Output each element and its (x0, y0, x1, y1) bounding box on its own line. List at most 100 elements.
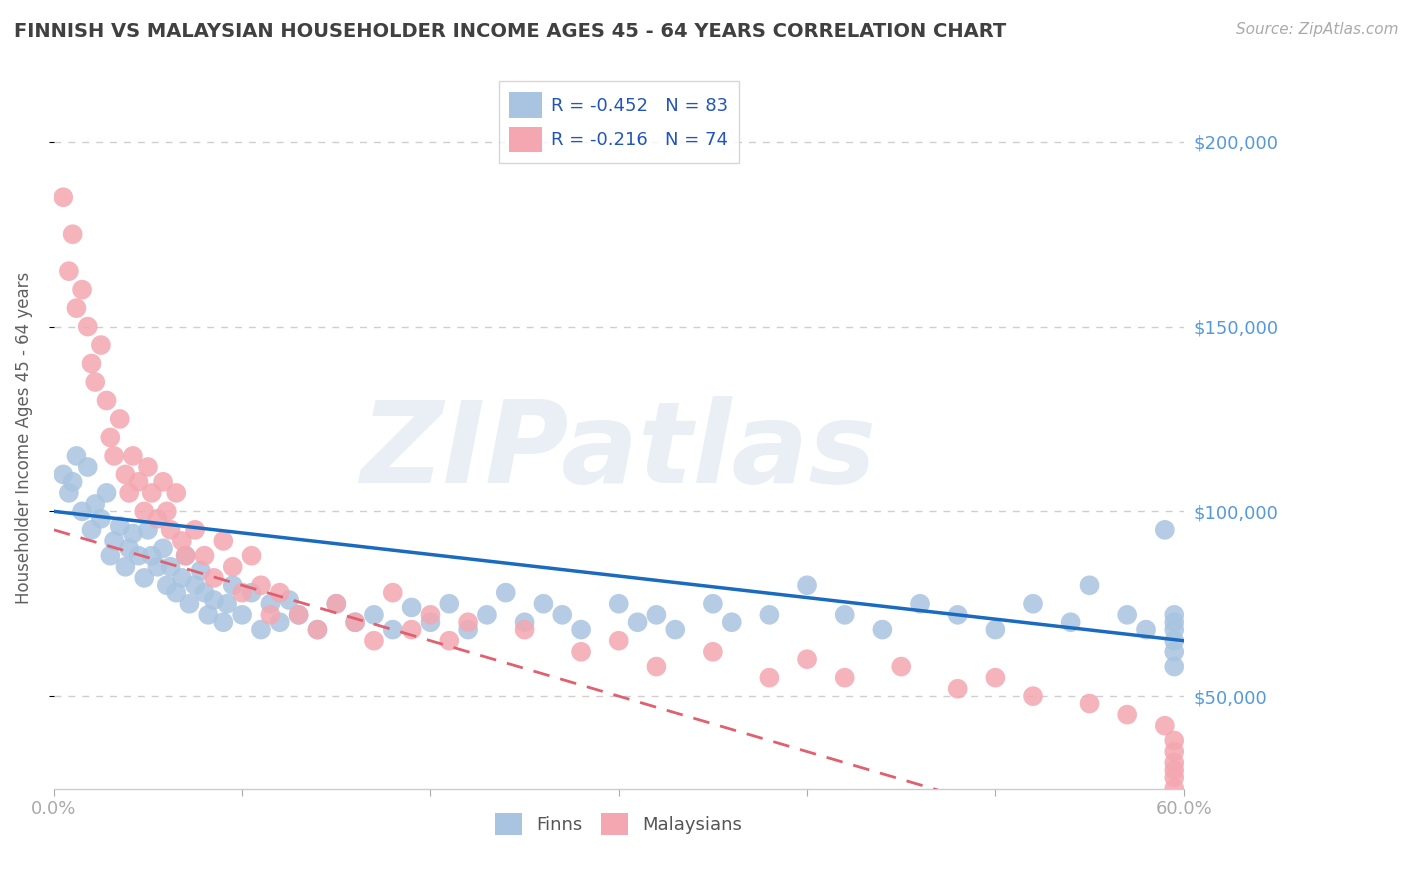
Point (381, 585, 404, 599)
Point (80, 523, 103, 537)
Point (156, 504, 179, 518)
Point (222, 559, 245, 574)
Text: FINNISH VS MALAYSIAN HOUSEHOLDER INCOME AGES 45 - 64 YEARS CORRELATION CHART: FINNISH VS MALAYSIAN HOUSEHOLDER INCOME … (14, 22, 1007, 41)
Point (569, 623, 592, 637)
Point (118, 486, 141, 500)
Point (193, 585, 215, 599)
Point (114, 467, 136, 482)
Point (569, 645, 592, 659)
Point (103, 533, 125, 548)
Point (134, 571, 156, 585)
Point (702, 597, 724, 611)
Point (98, 430, 121, 444)
Point (134, 504, 156, 518)
Point (908, 597, 931, 611)
Point (184, 523, 207, 537)
Point (170, 571, 193, 585)
Point (58, 486, 80, 500)
Point (1163, 837, 1185, 851)
Point (401, 623, 423, 637)
Point (1163, 623, 1185, 637)
Point (80, 357, 103, 371)
Point (607, 597, 630, 611)
Point (278, 593, 301, 607)
Point (401, 600, 423, 615)
Point (1163, 781, 1185, 796)
Point (159, 523, 181, 537)
Point (122, 449, 145, 463)
Point (146, 559, 169, 574)
Point (439, 597, 461, 611)
Point (165, 585, 187, 599)
Point (1022, 597, 1045, 611)
Point (76, 460, 98, 475)
Point (758, 671, 780, 685)
Point (1022, 689, 1045, 703)
Point (363, 607, 385, 622)
Point (1163, 659, 1185, 673)
Point (344, 615, 367, 630)
Point (1163, 771, 1185, 785)
Point (128, 475, 150, 489)
Point (513, 623, 536, 637)
Point (1078, 578, 1101, 592)
Point (1163, 792, 1185, 806)
Point (70, 283, 93, 297)
Point (212, 533, 235, 548)
Point (65, 449, 87, 463)
Point (96, 486, 118, 500)
Point (287, 607, 309, 622)
Point (720, 615, 742, 630)
Point (419, 607, 441, 622)
Point (984, 671, 1007, 685)
Point (174, 549, 197, 563)
Point (65, 301, 87, 315)
Point (240, 585, 263, 599)
Point (159, 559, 181, 574)
Point (1163, 756, 1185, 770)
Point (170, 533, 193, 548)
Point (141, 486, 163, 500)
Point (250, 623, 273, 637)
Point (165, 486, 187, 500)
Point (259, 607, 281, 622)
Point (84, 497, 107, 511)
Point (152, 541, 174, 556)
Point (796, 652, 818, 666)
Point (1163, 733, 1185, 747)
Point (122, 526, 145, 541)
Point (834, 671, 856, 685)
Point (645, 659, 668, 673)
Point (222, 578, 245, 592)
Point (363, 633, 385, 648)
Point (108, 519, 131, 533)
Point (184, 578, 207, 592)
Point (1163, 830, 1185, 844)
Point (1163, 763, 1185, 777)
Point (197, 607, 219, 622)
Point (834, 607, 856, 622)
Point (495, 585, 517, 599)
Point (1060, 615, 1083, 630)
Point (269, 585, 291, 599)
Point (76, 319, 98, 334)
Point (287, 607, 309, 622)
Point (325, 597, 347, 611)
Point (141, 549, 163, 563)
Point (52, 190, 75, 204)
Y-axis label: Householder Income Ages 45 - 64 years: Householder Income Ages 45 - 64 years (15, 271, 32, 604)
Point (307, 623, 329, 637)
Point (90, 512, 112, 526)
Point (1153, 523, 1175, 537)
Point (58, 264, 80, 278)
Point (513, 615, 536, 630)
Point (179, 597, 201, 611)
Point (108, 412, 131, 426)
Point (114, 559, 136, 574)
Point (439, 633, 461, 648)
Point (118, 541, 141, 556)
Point (344, 615, 367, 630)
Point (174, 549, 197, 563)
Point (212, 615, 235, 630)
Point (1135, 623, 1157, 637)
